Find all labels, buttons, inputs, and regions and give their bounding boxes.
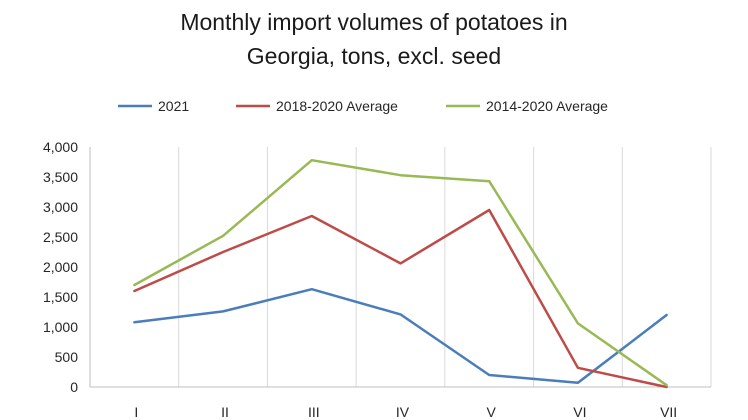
x-tick-label: V	[487, 404, 497, 420]
series-line-1	[133, 287, 668, 385]
chart-title-line-1: Monthly import volumes of potatoes in	[180, 9, 567, 35]
y-tick-label: 2,500	[43, 229, 78, 245]
y-tick-label: 2,000	[43, 259, 78, 275]
series-line-3	[133, 158, 668, 387]
x-tick-label: VI	[573, 404, 586, 420]
y-tick-label: 0	[70, 379, 78, 395]
y-tick-label: 3,000	[43, 199, 78, 215]
x-tick-label: I	[134, 404, 138, 420]
legend-label-1: 2021	[158, 98, 189, 114]
y-tick-label: 1,000	[43, 319, 78, 335]
legend-label-3: 2014-2020 Average	[486, 98, 608, 114]
y-tick-label: 3,500	[43, 169, 78, 185]
legend-label-2: 2018-2020 Average	[276, 98, 398, 114]
chart-title-line-2: Georgia, tons, excl. seed	[247, 43, 501, 69]
legend: 2021 2018-2020 Average 2014-2020 Average	[118, 98, 608, 114]
x-tick-label: II	[221, 404, 229, 420]
series-line-2	[133, 208, 668, 389]
y-tick-label: 4,000	[43, 139, 78, 155]
series-lines	[133, 158, 668, 389]
y-tick-label: 1,500	[43, 289, 78, 305]
vertical-gridlines	[178, 147, 712, 387]
x-tick-label: III	[308, 404, 320, 420]
x-tick-label: VII	[660, 404, 677, 420]
x-tick-label: IV	[396, 404, 410, 420]
y-tick-label: 500	[55, 349, 79, 365]
axes: 0 500 1,000 1,500 2,000 2,500 3,000 3,500 4,000 I…	[43, 139, 711, 420]
